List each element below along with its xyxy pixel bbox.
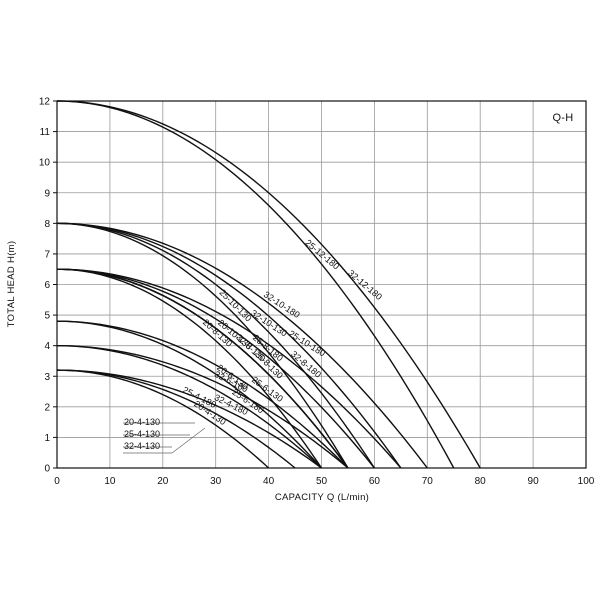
y-tick-label: 2	[44, 402, 50, 413]
y-tick-label: 8	[44, 219, 50, 230]
legend-entry-20-4-130: 20-4-130	[124, 417, 160, 427]
x-tick-label: 60	[369, 476, 381, 487]
legend-entry-25-4-130: 25-4-130	[124, 429, 160, 439]
x-tick-label: 20	[157, 476, 169, 487]
x-tick-label: 90	[528, 476, 540, 487]
x-axis-title: CAPACITY Q (L/min)	[275, 492, 369, 503]
grid	[57, 101, 586, 468]
curve-32-10-130	[56, 222, 375, 469]
y-tick-label: 11	[40, 127, 51, 138]
curve-32-8-130	[56, 268, 349, 469]
curve-32-12-180	[56, 100, 481, 469]
x-tick-label: 50	[316, 476, 328, 487]
y-tick-label: 4	[44, 341, 50, 352]
curve-32-8-180	[56, 268, 402, 469]
curve-25-10-130	[56, 222, 349, 469]
y-tick-label: 1	[44, 433, 50, 444]
curve-20-8-130	[56, 268, 323, 469]
legend: 20-4-130 25-4-130 32-4-130	[123, 417, 206, 454]
x-tick-label: 70	[422, 476, 434, 487]
curve-25-6-130	[56, 320, 349, 469]
y-tick-label: 10	[39, 158, 51, 169]
y-tick-label: 6	[44, 280, 50, 291]
curve-25-12-180	[56, 100, 455, 469]
curve-25-4-180	[56, 369, 296, 469]
y-tick-label: 12	[39, 97, 51, 108]
curves	[56, 100, 481, 469]
curve-32-10-180	[56, 222, 428, 469]
x-tick-label: 80	[475, 476, 487, 487]
legend-entry-32-4-130: 32-4-130	[124, 441, 160, 451]
curve-25-10-180	[56, 222, 402, 469]
x-tick-label: 40	[263, 476, 275, 487]
y-tick-label: 3	[44, 372, 50, 383]
x-tick-label: 10	[104, 476, 116, 487]
legend-leader	[171, 427, 206, 454]
y-tick-label: 9	[44, 188, 50, 199]
curve-25-6-180	[56, 344, 322, 469]
x-tick-label: 0	[54, 476, 60, 487]
curve-20-6-130	[56, 320, 323, 469]
y-axis-title: TOTAL HEAD H(m)	[6, 241, 17, 328]
curve-25-8-180	[56, 268, 375, 469]
y-tick-label: 7	[44, 249, 50, 260]
y-tick-label: 5	[44, 311, 50, 322]
y-tick-label: 0	[44, 464, 50, 475]
curve-20-4-130	[56, 369, 270, 469]
x-tick-label: 100	[578, 476, 595, 487]
chart-title: Q-H	[552, 112, 573, 124]
x-tick-label: 30	[210, 476, 222, 487]
curve-32-6-180	[56, 344, 349, 469]
